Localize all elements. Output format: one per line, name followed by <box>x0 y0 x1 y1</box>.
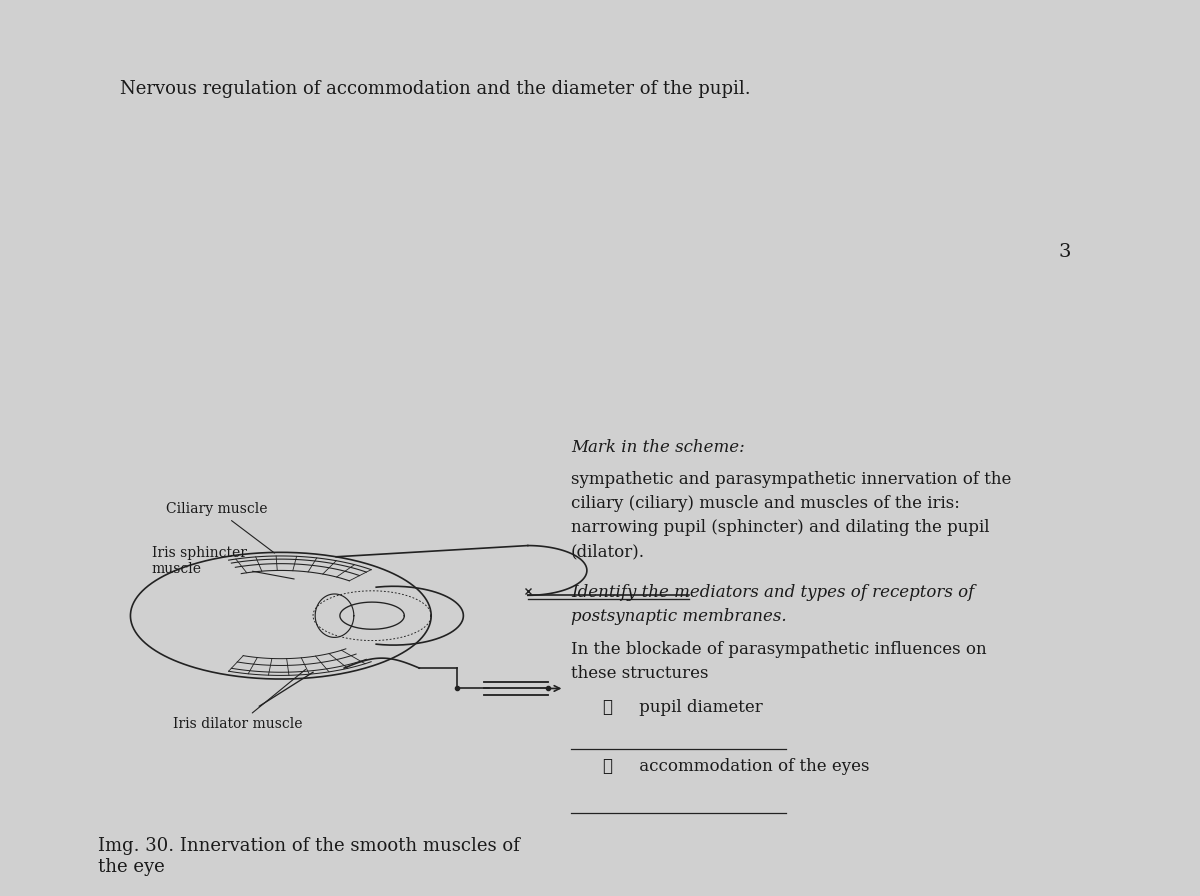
Text: the eye: the eye <box>98 857 164 875</box>
Text: In the blockade of parasympathetic influences on
these structures: In the blockade of parasympathetic influ… <box>571 641 986 682</box>
Text: Img. 30. Innervation of the smooth muscles of: Img. 30. Innervation of the smooth muscl… <box>98 838 520 856</box>
Text: sympathetic and parasympathetic innervation of the
ciliary (ciliary) muscle and : sympathetic and parasympathetic innervat… <box>571 471 1012 560</box>
Text: Mark in the scheme:: Mark in the scheme: <box>571 439 744 456</box>
Text: Identify the mediators and types of receptors of
postsynaptic membranes.: Identify the mediators and types of rece… <box>571 584 974 625</box>
Text: ✓     accommodation of the eyes: ✓ accommodation of the eyes <box>604 758 870 775</box>
Text: Iris sphincter
muscle: Iris sphincter muscle <box>152 547 294 579</box>
Text: Ciliary muscle: Ciliary muscle <box>166 502 275 553</box>
Text: Iris dilator muscle: Iris dilator muscle <box>174 669 306 731</box>
Text: ✓     pupil diameter: ✓ pupil diameter <box>604 700 763 717</box>
Text: 3: 3 <box>1058 243 1072 261</box>
Text: Nervous regulation of accommodation and the diameter of the pupil.: Nervous regulation of accommodation and … <box>120 81 750 99</box>
